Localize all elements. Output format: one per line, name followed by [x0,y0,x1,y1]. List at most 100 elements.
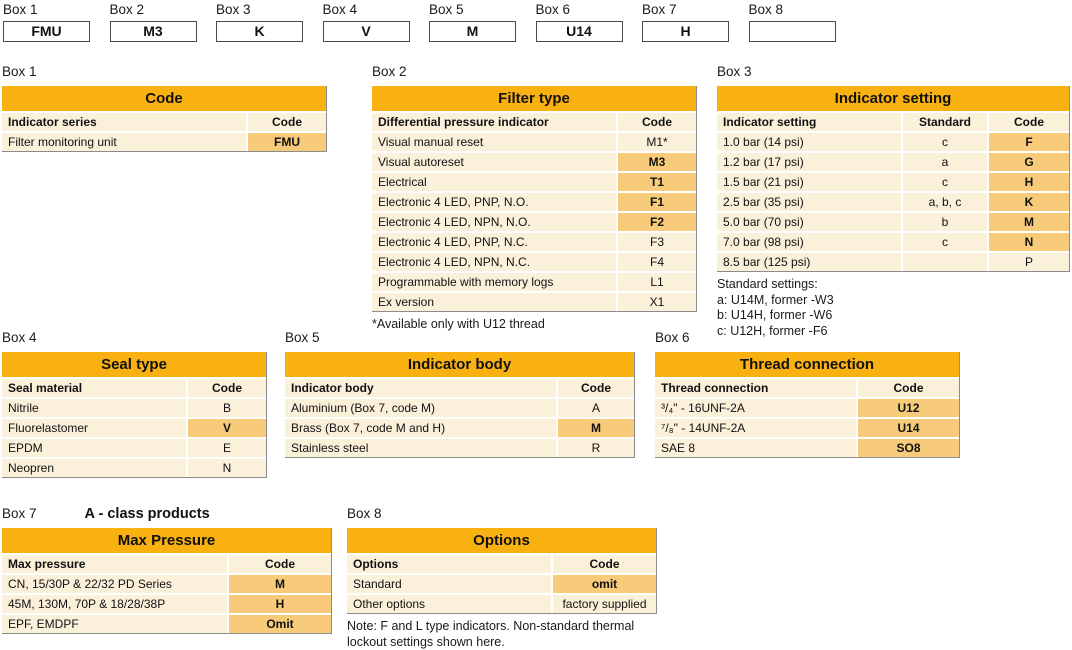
box-label: Box 5 [429,2,464,17]
table-header-row: Thread connection Code [655,377,959,397]
cell: 2.5 bar (35 psi) [717,193,901,211]
table-title: Indicator setting [717,86,1069,111]
cell: Electrical [372,173,616,191]
code-cell: M [556,419,634,437]
cell: ⁷/₈" - 14UNF-2A [655,419,856,437]
table-title: Options [347,528,656,553]
table-row: Filter monitoring unit FMU [2,131,326,151]
box5-indicator-body-section: Box 5 Indicator body Indicator body Code Al… [285,330,635,463]
column-header: Indicator setting [717,113,901,131]
indicator-setting-table: Indicator setting Indicator setting Standa… [717,86,1070,272]
column-header: Indicator series [2,113,246,131]
note-line: c: U12H, former -F6 [717,323,828,338]
cell: 45M, 130M, 70P & 18/28/38P [2,595,227,613]
table-row: Electrical T1 [372,171,696,191]
cell: Filter monitoring unit [2,133,246,151]
table-row: ³/₄" - 16UNF-2A U12 [655,397,959,417]
table-row: 1.5 bar (21 psi) c H [717,171,1069,191]
code-cell: SO8 [856,439,959,457]
code-cell: c [901,233,987,251]
code-cell: b [901,213,987,231]
code-cell: F4 [616,253,696,271]
table-row: CN, 15/30P & 22/32 PD Series M [2,573,331,593]
code-cell: H [227,595,331,613]
cell: Stainless steel [285,439,556,457]
box3-indicator-setting-section: Box 3 Indicator setting Indicator setting… [717,64,1070,339]
table-header-row: Seal material Code [2,377,266,397]
column-header: Code [246,113,326,131]
box2-filter-type-section: Box 2 Filter type Differential pressure i… [372,64,697,333]
code-cell: M3 [616,153,696,171]
code-cell: a [901,153,987,171]
column-header: Code [551,555,656,573]
cell: Standard [347,575,551,593]
code-cell: F1 [616,193,696,211]
table-row: 8.5 bar (125 psi) P [717,251,1069,271]
cell: Electronic 4 LED, NPN, N.C. [372,253,616,271]
table-row: Electronic 4 LED, PNP, N.O. F1 [372,191,696,211]
cell: Brass (Box 7, code M and H) [285,419,556,437]
code-cell: V [186,419,266,437]
code-cell: c [901,173,987,191]
box-value-field: FMU [3,21,90,42]
table-header-row: Indicator body Code [285,377,634,397]
cell: Ex version [372,293,616,311]
cell: SAE 8 [655,439,856,457]
code-cell [901,253,987,271]
table-notes: Standard settings: a: U14M, former -W3 b: … [717,277,1070,339]
code-box-group: Box 6 U14 [535,2,623,42]
code-table: Code Indicator series Code Filter monitorin… [2,86,327,152]
cell: Fluorelastomer [2,419,186,437]
box-label: Box 6 [535,2,571,17]
column-header: Code [856,379,959,397]
box-label: Box 8 [347,506,382,521]
table-row: 7.0 bar (98 psi) c N [717,231,1069,251]
box-label: Box 6 [655,330,690,345]
note-line: Note: F and L type indicators. Non-stand… [347,619,635,649]
code-cell: Omit [227,615,331,633]
code-cell: K [987,193,1069,211]
table-title: Thread connection [655,352,959,377]
code-cell: M [227,575,331,593]
code-cell: FMU [246,133,326,151]
code-cell: F [987,133,1069,151]
cell: Neopren [2,459,186,477]
table-header-row: Options Code [347,553,656,573]
table-row: Stainless steel R [285,437,634,457]
table-row: EPF, EMDPF Omit [2,613,331,633]
code-cell: F2 [616,213,696,231]
indicator-body-table: Indicator body Indicator body Code Aluminiu… [285,352,635,458]
code-cell: P [987,253,1069,271]
column-header: Code [227,555,331,573]
box6-thread-connection-section: Box 6 Thread connection Thread connection… [655,330,960,463]
code-cell: a, b, c [901,193,987,211]
table-notes: Note: F and L type indicators. Non-stand… [347,619,657,650]
box-label: Box 4 [2,330,37,345]
box-value-field: H [642,21,729,42]
box-value-field: K [216,21,303,42]
table-row: Fluorelastomer V [2,417,266,437]
column-header: Thread connection [655,379,856,397]
cell: Visual autoreset [372,153,616,171]
column-header: Code [556,379,634,397]
box-label: Box 5 [285,330,320,345]
table-title: Seal type [2,352,266,377]
table-notes: *Available only with U12 thread [372,317,697,333]
table-row: Electronic 4 LED, NPN, N.C. F4 [372,251,696,271]
code-cell: H [987,173,1069,191]
table-title: Indicator body [285,352,634,377]
cell: CN, 15/30P & 22/32 PD Series [2,575,227,593]
column-header: Indicator body [285,379,556,397]
box1-code-section: Box 1 Code Indicator series Code Filter mon… [2,64,327,157]
cell: 5.0 bar (70 psi) [717,213,901,231]
box-label: Box 2 [109,2,145,17]
cell: 1.2 bar (17 psi) [717,153,901,171]
code-cell: T1 [616,173,696,191]
table-row: Programmable with memory logs L1 [372,271,696,291]
cell: ³/₄" - 16UNF-2A [655,399,856,417]
table-row: Brass (Box 7, code M and H) M [285,417,634,437]
box-label: Box 1 [3,2,38,17]
table-row: Other options factory supplied [347,593,656,613]
